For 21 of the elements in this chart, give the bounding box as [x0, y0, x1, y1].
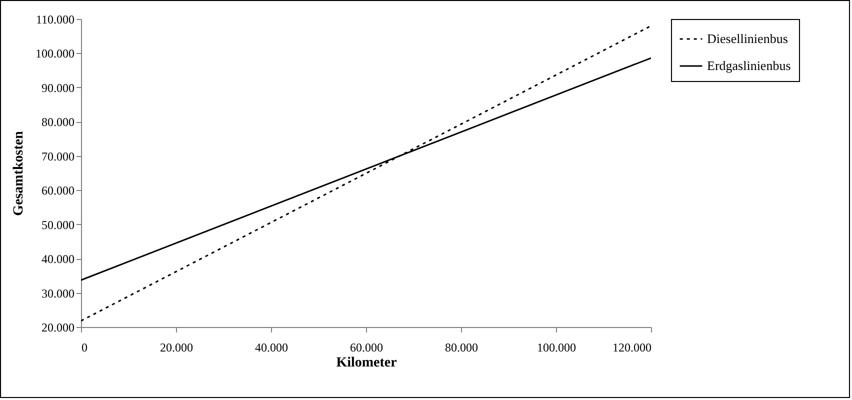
- x-tick-label: 0: [82, 340, 88, 354]
- y-tick-label: 80.000: [42, 115, 74, 130]
- x-tick-label: 40.000: [255, 340, 288, 354]
- x-tick-label: 20.000: [160, 340, 193, 354]
- x-tick-label: 100.000: [537, 340, 576, 354]
- y-tick-label: 40.000: [42, 252, 74, 266]
- x-axis-title: Kilometer: [336, 356, 397, 370]
- y-tick-label: 100.000: [36, 46, 74, 61]
- y-tick-label: 60.000: [42, 184, 74, 198]
- x-tick-label: 60.000: [350, 340, 383, 354]
- legend-label: Erdgaslinienbus: [707, 58, 791, 73]
- legend-label: Diesellinienbus: [707, 31, 788, 46]
- y-tick-label: 30.000: [42, 286, 74, 300]
- y-tick-label: 50.000: [42, 218, 74, 232]
- y-tick-label: 110.000: [36, 12, 74, 26]
- y-axis-title: Gesamtkosten: [12, 130, 26, 216]
- y-tick-label: 20.000: [42, 320, 74, 334]
- y-tick-label: 90.000: [42, 80, 74, 95]
- x-tick-label: 120.000: [612, 340, 652, 354]
- y-tick-label: 70.000: [42, 149, 74, 164]
- x-tick-label: 80.000: [445, 340, 478, 354]
